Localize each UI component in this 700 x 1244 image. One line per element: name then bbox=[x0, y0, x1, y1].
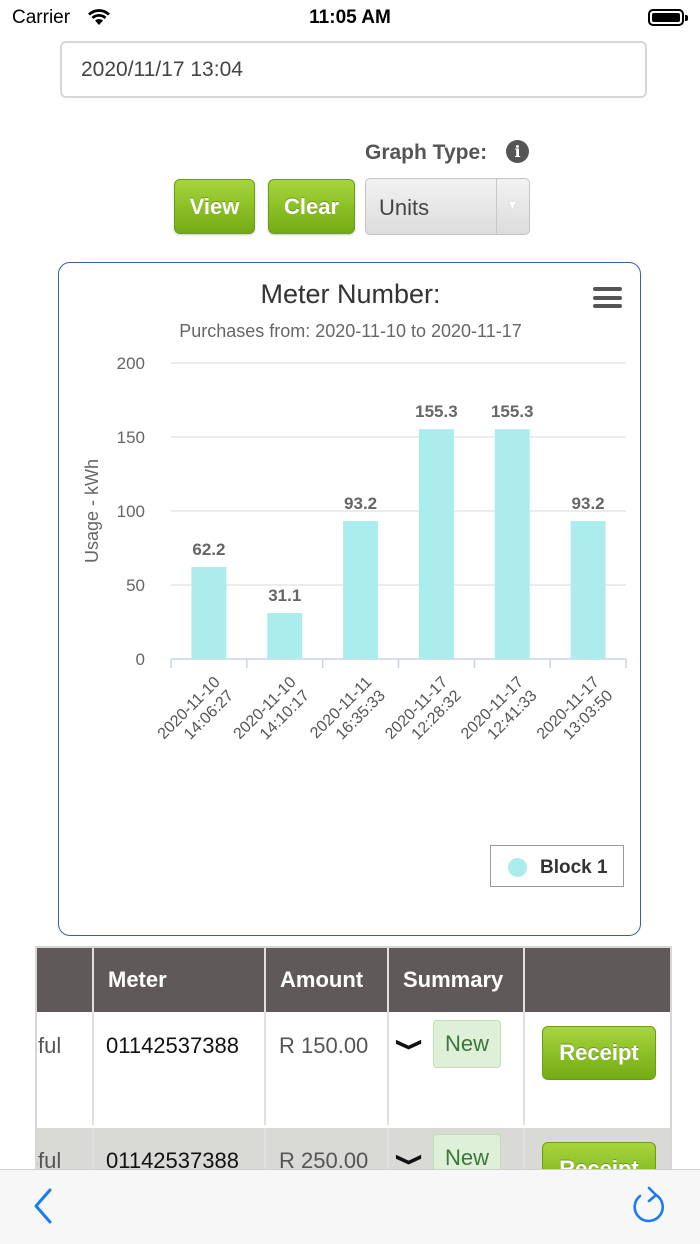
bar-chart: 0 50 100 150 200 Usage - kWh 62.2 2020-11-1014:… bbox=[82, 354, 627, 757]
table-row: sful 01142537388 R 150.00 ❯ New Receipt bbox=[37, 1012, 670, 1125]
x-tick-label: 2020-11-1116:35:33 bbox=[307, 674, 389, 756]
chevron-left-icon[interactable] bbox=[32, 1187, 54, 1225]
carrier-label: Carrier bbox=[12, 7, 71, 28]
status-cell: sful bbox=[37, 1033, 62, 1058]
status-badge: New bbox=[433, 1020, 501, 1068]
meter-cell: 01142537388 bbox=[106, 1148, 239, 1173]
status-bar: Carrier 11:05 AM bbox=[0, 0, 700, 36]
amount-cell: R 150.00 bbox=[279, 1033, 369, 1058]
chart-legend[interactable]: Block 1 bbox=[490, 845, 624, 887]
column-header-action bbox=[525, 948, 670, 1012]
x-tick-label: 2020-11-1014:06:27 bbox=[155, 674, 238, 757]
data-label: 62.2 bbox=[192, 540, 225, 559]
bar[interactable] bbox=[267, 612, 303, 659]
y-tick-label: 50 bbox=[126, 576, 145, 595]
chevron-down-icon[interactable]: ❯ bbox=[396, 1151, 425, 1168]
graph-type-value: Units bbox=[379, 195, 430, 220]
hamburger-menu-icon[interactable] bbox=[593, 287, 622, 310]
status-cell: sful bbox=[37, 1148, 62, 1173]
data-label: 93.2 bbox=[572, 494, 605, 513]
bar[interactable] bbox=[191, 566, 227, 659]
legend-dot-icon bbox=[508, 858, 527, 877]
receipt-button[interactable]: Receipt bbox=[542, 1026, 656, 1080]
reload-icon[interactable] bbox=[628, 1185, 668, 1227]
column-header-amount: Amount bbox=[266, 948, 389, 1012]
table-row: sful 01142537388 R 250.00 ❯ New Receipt bbox=[37, 1128, 670, 1176]
chart-panel: Meter Number: Purchases from: 2020-11-10… bbox=[58, 262, 641, 936]
bar[interactable] bbox=[570, 521, 606, 659]
amount-cell: R 250.00 bbox=[279, 1148, 369, 1173]
info-icon[interactable]: i bbox=[506, 140, 529, 163]
battery-icon bbox=[648, 9, 688, 26]
bar[interactable] bbox=[418, 429, 454, 659]
y-tick-label: 150 bbox=[117, 428, 145, 447]
data-label: 155.3 bbox=[491, 402, 534, 421]
clear-button[interactable]: Clear bbox=[268, 179, 355, 234]
date-input[interactable] bbox=[60, 41, 647, 98]
y-tick-label: 100 bbox=[117, 502, 145, 521]
graph-type-select[interactable]: Units ▼ bbox=[365, 178, 530, 235]
x-tick-label: 2020-11-1712:28:32 bbox=[382, 674, 465, 757]
dropdown-arrow-icon: ▼ bbox=[506, 197, 519, 212]
data-label: 31.1 bbox=[268, 586, 301, 605]
column-header-status bbox=[37, 948, 94, 1012]
bottom-toolbar bbox=[0, 1169, 700, 1244]
x-tick-label: 2020-11-1014:10:17 bbox=[231, 674, 314, 757]
data-label: 155.3 bbox=[415, 402, 458, 421]
bar[interactable] bbox=[343, 521, 379, 659]
wifi-icon bbox=[88, 9, 110, 25]
column-header-meter: Meter bbox=[94, 948, 266, 1012]
chart-subtitle: Purchases from: 2020-11-10 to 2020-11-17 bbox=[179, 321, 522, 341]
y-axis-label: Usage - kWh bbox=[82, 459, 102, 563]
x-tick-label: 2020-11-1712:41:33 bbox=[458, 674, 541, 757]
data-label: 93.2 bbox=[344, 494, 377, 513]
x-tick-label: 2020-11-1713:03:50 bbox=[534, 674, 617, 757]
y-tick-label: 0 bbox=[136, 650, 145, 669]
bar[interactable] bbox=[494, 429, 530, 659]
legend-label: Block 1 bbox=[540, 857, 608, 878]
chevron-down-icon[interactable]: ❯ bbox=[396, 1036, 425, 1053]
column-header-summary: Summary bbox=[389, 948, 525, 1012]
chart-title: Meter Number: bbox=[260, 279, 441, 309]
view-button[interactable]: View bbox=[174, 179, 255, 234]
clock: 11:05 AM bbox=[309, 7, 391, 28]
y-tick-label: 200 bbox=[117, 354, 145, 373]
meter-cell: 01142537388 bbox=[106, 1033, 239, 1058]
purchases-table: Meter Amount Summary sful 01142537388 R … bbox=[35, 946, 672, 1176]
graph-type-label: Graph Type: bbox=[365, 141, 488, 164]
